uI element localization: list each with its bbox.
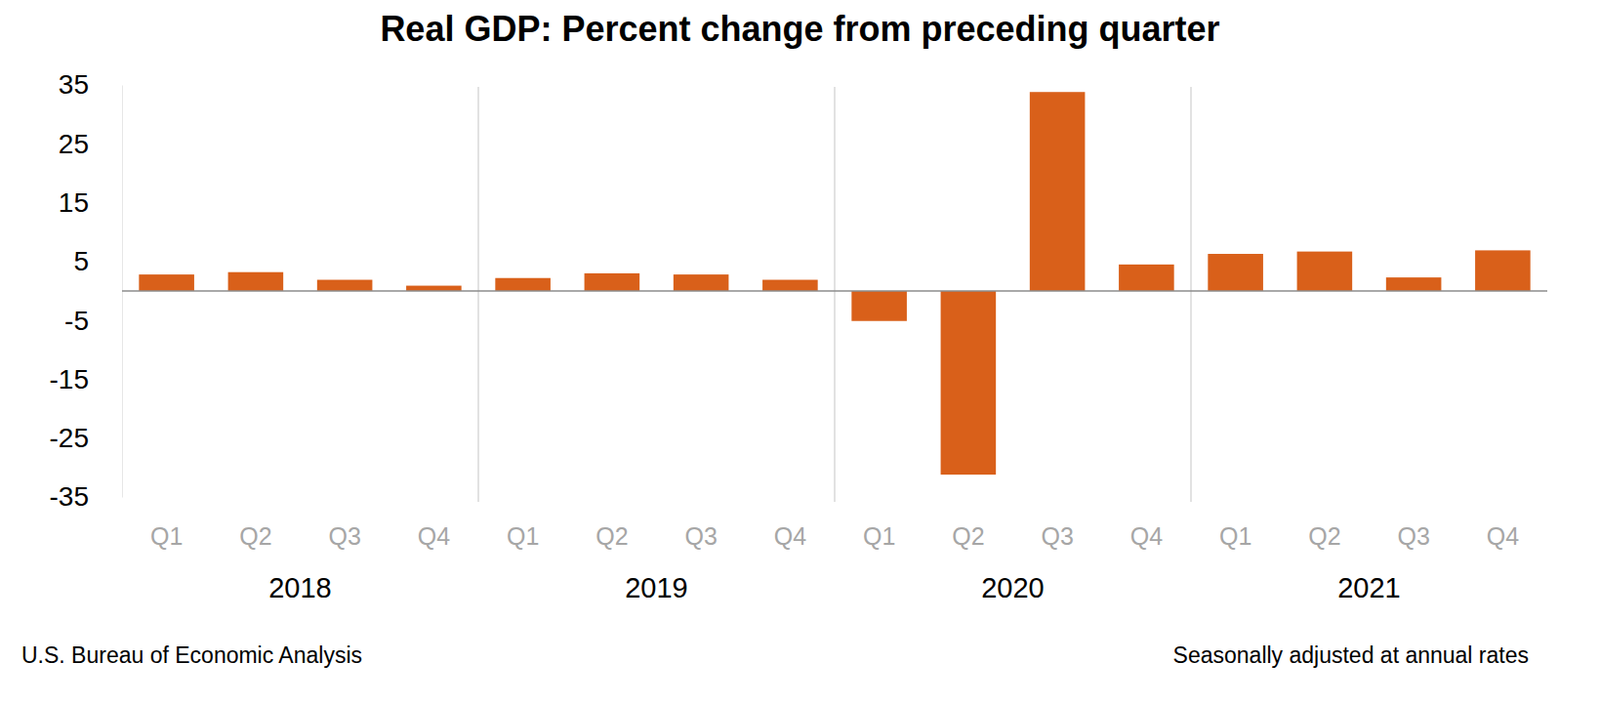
x-tick: Q4 [1130,290,1163,550]
bar [317,280,373,291]
x-tick-label: Q3 [1396,522,1430,550]
y-tick: 15 [58,187,123,218]
bar [762,280,819,291]
y-tick-label: -5 [64,305,89,336]
x-tick: Q4 [1486,290,1519,550]
zero-line [122,289,1548,292]
y-tick: -5 [64,305,123,336]
bar [1386,277,1442,291]
y-tick: -15 [49,364,123,395]
x-tick: Q2 [1308,290,1341,550]
x-tick: Q2 [951,290,985,550]
group-label: 2018 [268,572,332,604]
y-tick-label: 25 [58,128,89,160]
bar [1029,91,1086,291]
y-tick-label: -25 [49,422,89,453]
x-tick-label: Q3 [1040,522,1073,550]
bar [138,274,195,291]
x-tick: Q1 [150,290,183,550]
x-tick-label: Q3 [328,522,361,550]
x-tick: Q4 [417,290,451,550]
y-axis: -35 -25 -15 -5 5 15 25 35 [49,69,124,512]
y-tick: -25 [49,422,123,453]
x-tick: Q1 [506,290,539,550]
y-tick: 35 [58,69,123,100]
x-tick: Q1 [862,290,896,550]
x-tick-label: Q1 [506,522,539,550]
y-tick: 5 [73,246,123,277]
x-tick-label: Q2 [239,522,272,550]
bar [494,278,551,291]
bars [138,91,1530,475]
bar [584,273,641,291]
x-tick-label: Q4 [774,522,807,550]
x-tick: Q4 [774,290,807,550]
group-label: 2021 [1337,572,1401,604]
x-tick: Q3 [1396,290,1430,550]
y-tick-label: 15 [58,187,89,218]
x-tick: Q2 [595,290,628,550]
x-tick-label: Q1 [1219,522,1252,550]
x-tick-label: Q4 [1130,522,1163,550]
y-tick: -35 [49,481,123,512]
x-tick-label: Q4 [417,522,451,550]
x-tick-label: Q2 [951,522,985,550]
bar [1475,249,1531,291]
bar [851,290,907,322]
x-tick-label: Q2 [595,522,628,550]
bar [1207,253,1264,291]
x-tick: Q1 [1219,290,1252,550]
x-tick-label: Q2 [1308,522,1341,550]
x-tick: Q3 [684,290,717,550]
bar [1118,264,1175,291]
chart: Real GDP: Percent change from preceding … [0,0,1600,704]
bar [1297,251,1354,291]
x-tick: Q3 [328,290,361,550]
bar [941,290,997,475]
y-tick-label: 35 [58,69,89,100]
title: Real GDP: Percent change from preceding … [379,8,1220,49]
x-tick: Q3 [1040,290,1073,550]
source: U.S. Bureau of Economic Analysis [21,642,363,668]
x-tick-label: Q3 [684,522,717,550]
y-tick-label: -35 [49,481,89,512]
y-tick-label: -15 [49,364,89,395]
note: Seasonally adjusted at annual rates [1173,642,1529,668]
group-separator [1189,86,1192,502]
bar [673,274,730,291]
x-tick: Q2 [239,290,272,550]
x-axis: Q1 Q2 Q3 Q4 Q1 Q2 Q3 Q4 Q1 Q2 Q3 Q4 Q1 Q2 Q3 Q4 [122,290,1548,550]
group-separator [477,86,480,502]
x-tick-label: Q1 [150,522,183,550]
group-separator [833,86,836,502]
group-label: 2020 [981,572,1045,604]
x-tick-label: Q1 [862,522,896,550]
bar [406,286,462,291]
bar [228,272,285,291]
x-tick-label: Q4 [1486,522,1519,550]
group-label: 2019 [624,572,689,604]
y-tick-label: 5 [73,246,89,277]
y-tick: 25 [58,128,123,160]
